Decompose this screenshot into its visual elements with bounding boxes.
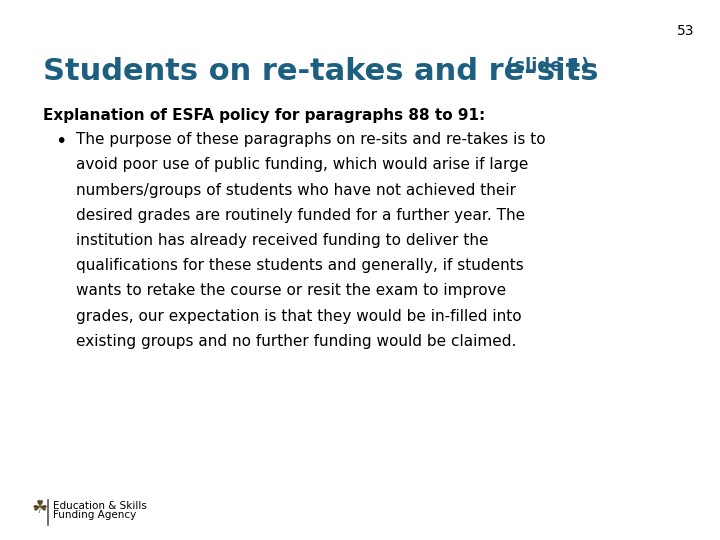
Text: ☘: ☘	[32, 499, 48, 517]
Text: Students on re-takes and re-sits: Students on re-takes and re-sits	[43, 57, 599, 86]
Text: (slide 1): (slide 1)	[500, 57, 590, 75]
Text: Funding Agency: Funding Agency	[53, 510, 136, 521]
Text: Explanation of ESFA policy for paragraphs 88 to 91:: Explanation of ESFA policy for paragraph…	[43, 108, 485, 123]
Text: 53: 53	[678, 24, 695, 38]
Text: Education & Skills: Education & Skills	[53, 501, 146, 511]
Text: •: •	[55, 132, 67, 151]
Text: The purpose of these paragraphs on re-sits and re-takes is to
avoid poor use of : The purpose of these paragraphs on re-si…	[76, 132, 545, 349]
